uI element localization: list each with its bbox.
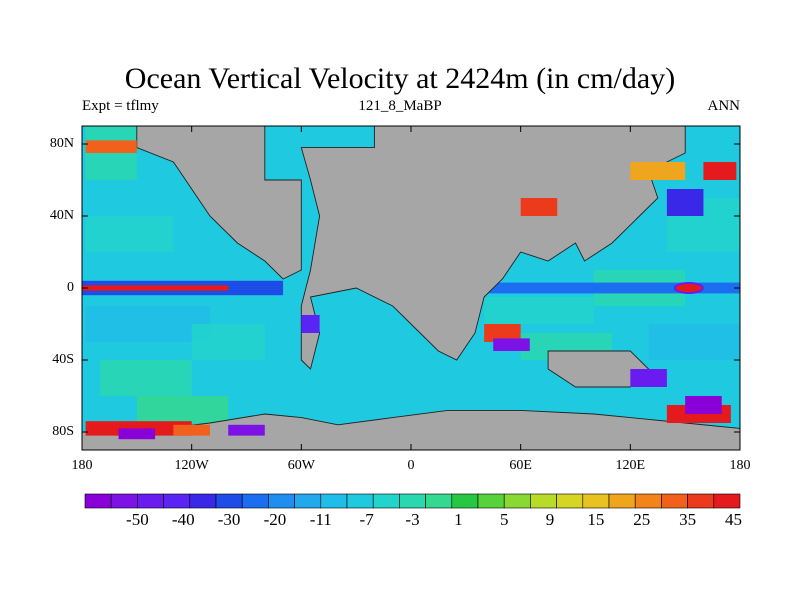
colorbar-box bbox=[556, 493, 584, 509]
colorbar-label: -50 bbox=[126, 510, 149, 529]
colorbar-label: -11 bbox=[309, 510, 332, 529]
x-tick-label: 0 bbox=[407, 458, 415, 473]
ocean-patch bbox=[648, 324, 740, 360]
coastal-anomaly bbox=[666, 189, 704, 216]
coastal-anomaly bbox=[85, 140, 137, 153]
colorbar-label: 5 bbox=[499, 510, 509, 529]
colorbar-box bbox=[530, 493, 557, 509]
x-tick-label: 180 bbox=[729, 458, 751, 473]
colorbar-box bbox=[346, 493, 374, 509]
x-tick-label: 120W bbox=[174, 458, 209, 473]
colorbar-box bbox=[582, 493, 610, 509]
colorbar-box bbox=[84, 493, 112, 509]
land-mass bbox=[547, 350, 650, 388]
ocean-patch bbox=[484, 297, 594, 324]
y-tick-label: 40S bbox=[52, 352, 74, 367]
colorbar-label: 25 bbox=[633, 510, 651, 529]
coastal-anomaly bbox=[228, 424, 265, 436]
colorbar-box bbox=[189, 493, 217, 509]
colorbar-box bbox=[294, 493, 322, 509]
coastal-anomaly bbox=[630, 162, 686, 180]
experiment-label: Expt = tflmy bbox=[82, 98, 159, 114]
ocean-patch bbox=[136, 396, 229, 423]
colorbar-box bbox=[215, 493, 243, 509]
x-tick-label: 60E bbox=[509, 458, 532, 473]
colorbar-box bbox=[268, 493, 295, 509]
coastal-anomaly bbox=[173, 424, 210, 436]
x-tick-label: 60W bbox=[287, 458, 315, 473]
x-tick-label: 120E bbox=[615, 458, 646, 473]
colorbar-label: -7 bbox=[359, 510, 374, 529]
ocean-patch bbox=[100, 360, 192, 396]
chart-title: Ocean Vertical Velocity at 2424m (in cm/… bbox=[124, 62, 676, 95]
coastal-anomaly bbox=[685, 396, 722, 414]
colorbar-label: 9 bbox=[545, 510, 555, 529]
colorbar-label: -30 bbox=[217, 510, 241, 529]
colorbar-label: 1 bbox=[454, 510, 463, 529]
ocean-patch bbox=[85, 306, 210, 342]
colorbar-label: 45 bbox=[724, 510, 742, 529]
colorbar-box bbox=[110, 493, 138, 509]
colorbar-box bbox=[425, 493, 453, 509]
y-tick-label: 80N bbox=[49, 136, 74, 151]
colorbar-box bbox=[163, 493, 191, 509]
colorbar-label: 15 bbox=[587, 510, 605, 529]
y-tick-label: 80S bbox=[52, 424, 74, 439]
colorbar-box bbox=[451, 493, 479, 509]
y-tick-label: 0 bbox=[67, 280, 74, 295]
colorbar-box bbox=[608, 493, 636, 509]
x-tick-label: 180 bbox=[71, 458, 93, 473]
ocean-patch bbox=[85, 216, 174, 252]
coastal-anomaly bbox=[703, 162, 737, 180]
colorbar-box bbox=[477, 493, 505, 509]
coastal-anomaly bbox=[493, 338, 530, 351]
colorbar-box bbox=[713, 493, 741, 509]
coastal-anomaly bbox=[520, 198, 558, 216]
colorbar-label: 35 bbox=[679, 510, 697, 529]
colorbar-box bbox=[687, 493, 715, 509]
colorbar-box bbox=[399, 493, 426, 509]
run-label: 121_8_MaBP bbox=[358, 98, 442, 114]
colorbar-box bbox=[503, 493, 531, 509]
coastal-anomaly bbox=[484, 324, 521, 342]
coastal-anomaly bbox=[118, 428, 156, 440]
colorbar-label: -40 bbox=[171, 510, 195, 529]
colorbar-box bbox=[320, 493, 348, 509]
colorbar-box bbox=[661, 493, 688, 509]
colorbar-box bbox=[241, 493, 269, 509]
colorbar-box bbox=[137, 493, 164, 509]
colorbar-box bbox=[372, 493, 400, 509]
equatorial-band-east bbox=[484, 282, 740, 294]
colorbar-label: -3 bbox=[405, 510, 420, 529]
season-label: ANN bbox=[707, 98, 741, 114]
land-mass bbox=[136, 125, 302, 280]
colorbar-box bbox=[634, 493, 662, 509]
y-tick-label: 40N bbox=[49, 208, 74, 223]
colorbar-label: -20 bbox=[263, 510, 287, 529]
coastal-anomaly bbox=[630, 369, 667, 387]
coastal-anomaly bbox=[301, 315, 320, 333]
upwelling-hotspot bbox=[673, 282, 704, 294]
ocean-patch bbox=[191, 324, 265, 360]
equatorial-upwelling-line bbox=[82, 285, 229, 291]
